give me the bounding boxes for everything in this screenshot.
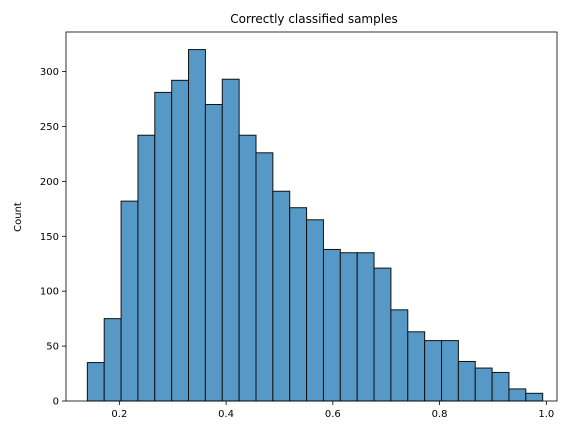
histogram-bar (204, 103, 223, 402)
histogram-bar (322, 248, 341, 402)
histogram-bar (154, 91, 173, 402)
histogram-bar (441, 340, 459, 402)
histogram-bar (171, 79, 190, 402)
histogram-bar (474, 367, 493, 402)
histogram-bar (221, 78, 240, 402)
histogram-bar (238, 134, 257, 402)
histogram-bar (289, 207, 308, 402)
y-axis-label: Count (13, 202, 24, 232)
chart-title: Correctly classified samples (230, 12, 397, 26)
histogram-bar (407, 331, 426, 402)
x-tick-label: 0.4 (218, 409, 234, 420)
histogram-bar (356, 252, 375, 402)
histogram-bar (86, 362, 105, 402)
histogram-bar (491, 371, 510, 402)
histogram-bar (508, 388, 527, 402)
histogram-bar (306, 219, 324, 402)
plot-frame (65, 31, 558, 402)
histogram-bar (120, 200, 139, 402)
y-tick-label: 250 (40, 122, 59, 133)
histogram-bar (188, 49, 206, 402)
x-tick-label: 0.2 (111, 409, 127, 420)
y-tick-label: 200 (40, 177, 59, 188)
x-axis-ticks: 0.2 0.4 0.6 0.8 1.0 (111, 401, 554, 420)
y-tick-label: 300 (40, 67, 59, 78)
bars-group (86, 49, 544, 402)
histogram-bar (390, 309, 409, 402)
y-tick-label: 150 (40, 232, 59, 243)
histogram-bar (339, 252, 358, 402)
y-tick-label: 0 (53, 397, 59, 408)
histogram-bar (424, 340, 443, 402)
x-tick-label: 0.6 (325, 409, 341, 420)
y-tick-label: 100 (40, 287, 59, 298)
histogram-bar (103, 318, 122, 402)
histogram-bar (373, 267, 392, 402)
histogram-bar (137, 134, 156, 402)
y-tick-label: 50 (46, 342, 59, 353)
histogram-bar (525, 392, 544, 402)
x-tick-label: 1.0 (538, 409, 554, 420)
histogram-bar (457, 360, 476, 402)
y-axis-ticks: 0 50 100 150 200 250 300 (40, 67, 66, 408)
histogram-bar (272, 190, 291, 402)
histogram-bar (255, 152, 274, 402)
x-tick-label: 0.8 (432, 409, 448, 420)
